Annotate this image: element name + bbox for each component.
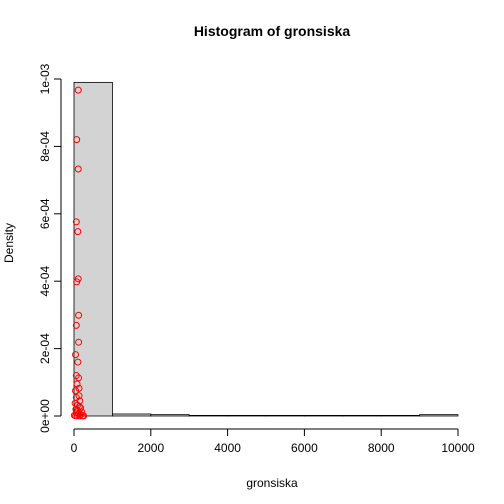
data-point-33 — [73, 412, 81, 420]
data-point-3 — [74, 165, 82, 173]
data-point-1 — [74, 86, 82, 94]
y-tick-label: 4e-04 — [38, 266, 52, 297]
data-point-11 — [72, 351, 80, 359]
x-tick-label: 4000 — [214, 441, 241, 455]
data-point-9 — [72, 321, 80, 329]
x-tick-label: 0 — [71, 441, 78, 455]
x-tick-label: 10000 — [441, 441, 475, 455]
x-tick-label: 2000 — [137, 441, 164, 455]
data-point-17 — [72, 387, 80, 395]
data-point-34 — [76, 412, 84, 420]
data-point-13 — [72, 372, 80, 380]
data-point-12 — [74, 358, 82, 366]
y-axis: 0e+00 2e-04 4e-04 6e-04 8e-04 1e-03 — [38, 63, 62, 433]
histogram-bar-1 — [73, 81, 113, 417]
histogram-bar-2 — [112, 413, 152, 417]
y-tick-label: 0e+00 — [38, 399, 52, 433]
chart-title: Histogram of gronsiska — [194, 23, 351, 39]
x-tick-label: 6000 — [291, 441, 318, 455]
y-tick-label: 1e-03 — [38, 63, 52, 94]
y-tick-label: 8e-04 — [38, 131, 52, 162]
data-point-36 — [80, 412, 88, 420]
data-points — [70, 86, 88, 420]
data-point-10 — [75, 338, 83, 346]
data-point-7 — [73, 278, 81, 286]
y-axis-label: Density — [2, 223, 16, 263]
data-point-2 — [73, 136, 81, 144]
y-tick-label: 6e-04 — [38, 198, 52, 229]
histogram-bar-7 — [303, 414, 344, 417]
data-point-8 — [75, 311, 83, 319]
histogram-bar-8 — [342, 414, 382, 417]
histogram-bar-9 — [380, 414, 421, 417]
data-point-16 — [75, 384, 83, 392]
histogram-bar-4 — [188, 414, 228, 417]
histogram-bars — [73, 81, 459, 417]
data-point-4 — [72, 218, 80, 226]
x-axis: 0 2000 4000 6000 8000 10000 — [71, 428, 475, 455]
data-point-15 — [73, 380, 81, 388]
histogram-bar-6 — [265, 414, 305, 417]
histogram-bar-10 — [419, 414, 459, 417]
data-point-5 — [74, 228, 82, 236]
histogram-bar-5 — [227, 414, 267, 417]
y-tick-label: 2e-04 — [38, 333, 52, 364]
x-tick-label: 8000 — [368, 441, 395, 455]
x-axis-label: gronsiska — [246, 476, 298, 490]
histogram-bar-3 — [150, 414, 190, 417]
